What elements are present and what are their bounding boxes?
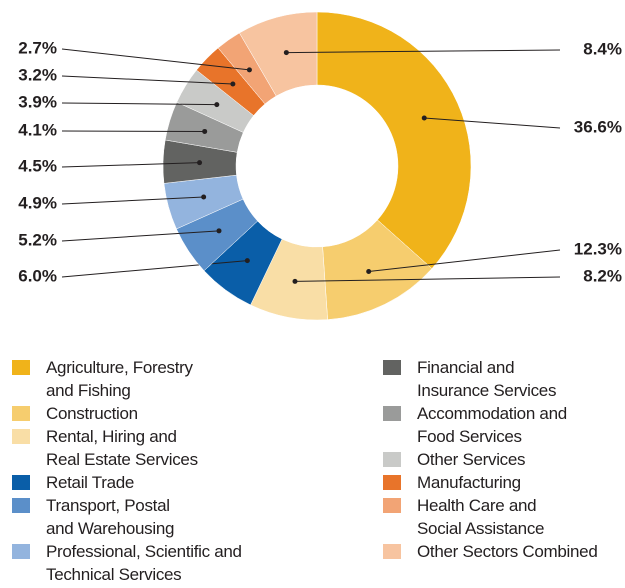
legend-label: Health Care and Social Assistance xyxy=(417,496,545,538)
legend-item: Other Sectors Combined xyxy=(383,540,623,563)
legend-item: Health Care and Social Assistance xyxy=(383,494,623,540)
legend-swatch xyxy=(12,406,30,421)
leader-dot xyxy=(244,258,250,264)
legend-swatch xyxy=(383,406,401,421)
data-label: 2.7% xyxy=(18,38,57,57)
legend-swatch xyxy=(383,544,401,559)
legend-item: Professional, Scientific and Technical S… xyxy=(12,540,312,586)
leader-line xyxy=(61,196,204,205)
leader-line xyxy=(61,230,220,242)
leader-dot xyxy=(201,194,207,200)
legend-label: Transport, Postal and Warehousing xyxy=(46,496,175,538)
legend-item: Agriculture, Forestry and Fishing xyxy=(12,356,312,402)
data-label: 3.9% xyxy=(18,92,57,111)
legend: Financial and Insurance Services Accommod… xyxy=(383,356,623,563)
legend-label: Professional, Scientific and Technical S… xyxy=(46,542,242,584)
legend-swatch xyxy=(383,498,401,513)
legend-label: Manufacturing xyxy=(417,473,521,492)
leader-line xyxy=(61,75,233,85)
leader-line xyxy=(424,117,561,129)
legend-swatch xyxy=(12,429,30,444)
legend-item: Retail Trade xyxy=(12,471,312,494)
data-label: 3.2% xyxy=(18,65,57,84)
data-label: 4.1% xyxy=(18,120,57,139)
leader-line xyxy=(61,260,248,278)
legend-item: Financial and Insurance Services xyxy=(383,356,623,402)
legend-item: Construction xyxy=(12,402,312,425)
data-label: 4.5% xyxy=(18,156,57,175)
legend-item: Rental, Hiring and Real Estate Services xyxy=(12,425,312,471)
legend-label: Financial and Insurance Services xyxy=(417,358,557,400)
chart: 36.6% 12.3% 8.2% 6.0% 5.2% 4.9% 4.5% 4.1% 3.9% 3.… xyxy=(18,11,622,321)
leader-dot xyxy=(246,67,252,73)
legend-item: Other Services xyxy=(383,448,623,471)
leader-dot xyxy=(230,81,236,87)
legend-item: Transport, Postal and Warehousing xyxy=(12,494,312,540)
leader-dot xyxy=(292,278,298,284)
leader-dot xyxy=(197,160,203,166)
leader-dot xyxy=(202,128,208,134)
legend-swatch xyxy=(383,452,401,467)
leader-dot xyxy=(366,269,372,275)
legend-swatch xyxy=(12,498,30,513)
legend-item: Accommodation and Food Services xyxy=(383,402,623,448)
leader-dot xyxy=(421,115,427,121)
legend-item: Manufacturing xyxy=(383,471,623,494)
legend-swatch xyxy=(383,360,401,375)
legend-swatch xyxy=(383,475,401,490)
legend-label: Accommodation and Food Services xyxy=(417,404,567,446)
data-label: 36.6% xyxy=(574,117,622,136)
legend-label: Construction xyxy=(46,404,138,423)
legend-label: Retail Trade xyxy=(46,473,135,492)
data-label: 6.0% xyxy=(18,266,57,285)
data-label: 8.4% xyxy=(583,39,622,58)
legend-swatch xyxy=(12,360,30,375)
leader-line xyxy=(294,276,561,282)
donut-slice xyxy=(316,11,472,269)
leader-line xyxy=(61,162,200,168)
leader-line xyxy=(61,48,250,71)
donut-slice xyxy=(239,11,318,97)
data-label: 12.3% xyxy=(574,239,622,258)
legend-swatch xyxy=(12,475,30,490)
legend-label: Agriculture, Forestry and Fishing xyxy=(46,358,193,400)
leader-dot xyxy=(283,50,289,56)
leader-line xyxy=(368,249,561,273)
legend-label: Rental, Hiring and Real Estate Services xyxy=(46,427,198,469)
data-label: 8.2% xyxy=(583,266,622,285)
legend: Agriculture, Forestry and Fishing Constru… xyxy=(12,356,312,586)
data-label: 4.9% xyxy=(18,193,57,212)
leader-dot xyxy=(214,102,220,108)
leader-line xyxy=(61,102,217,106)
data-label: 5.2% xyxy=(18,230,57,249)
leader-line xyxy=(286,49,561,54)
legend-label: Other Sectors Combined xyxy=(417,542,598,561)
legend-label: Other Services xyxy=(417,450,526,469)
legend-swatch xyxy=(12,544,30,559)
leader-dot xyxy=(216,228,222,234)
